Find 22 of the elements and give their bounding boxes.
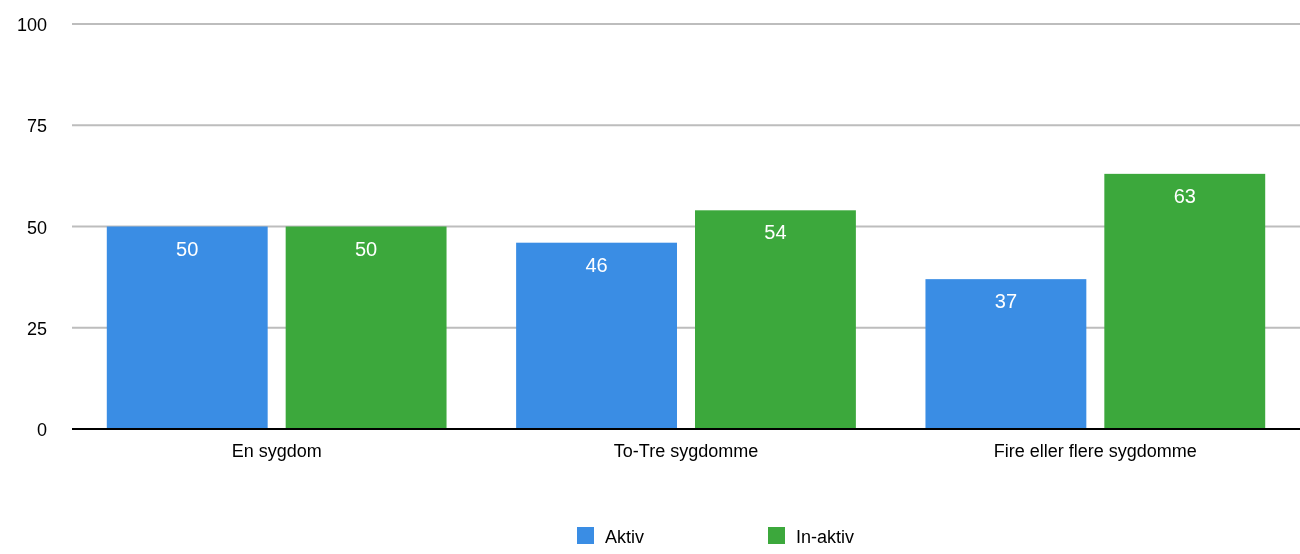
data-label: 50 [176,237,199,260]
bar [285,226,447,429]
data-label: 50 [354,237,378,260]
x-tick-label: Fire eller flere sygdomme [993,441,1197,461]
legend-label: In-aktiv [796,527,855,547]
y-tick-label: 100 [16,15,47,35]
data-label: 46 [585,253,608,276]
data-label: 54 [764,221,787,244]
data-label: 63 [1173,184,1196,207]
bar [925,279,1087,429]
bar [106,226,268,429]
bar [1104,173,1266,429]
x-tick-label: To-Tre sygdomme [613,441,759,461]
bar [695,210,856,429]
data-label: 37 [994,290,1018,313]
bar [516,242,677,429]
y-tick-label: 50 [26,217,47,238]
y-tick-label: 25 [26,318,47,339]
x-tick-label: En sygdom [231,441,322,461]
y-tick-label: 75 [26,116,47,137]
legend-label: Aktiv [605,527,645,547]
y-tick-label: 0 [36,420,47,440]
